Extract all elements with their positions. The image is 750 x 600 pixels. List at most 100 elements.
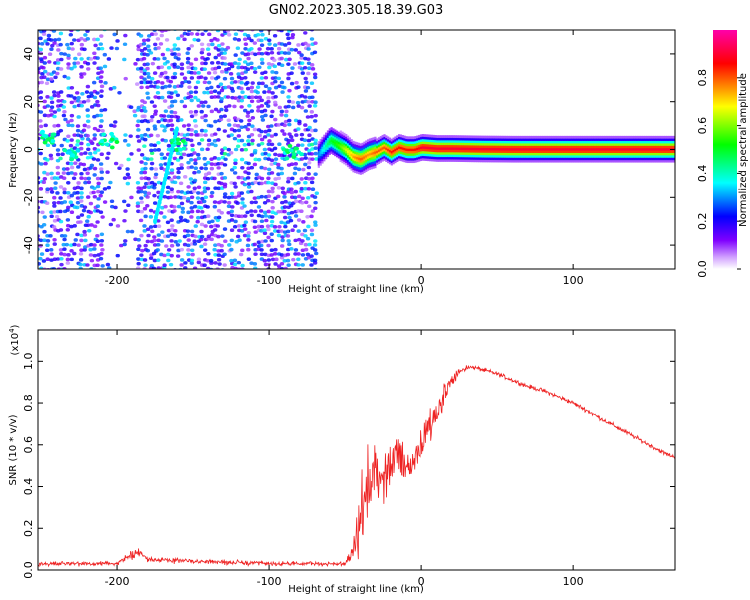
signal-cell [549, 143, 552, 146]
spectrogram-cell [226, 200, 232, 205]
signal-cell [414, 152, 417, 156]
spectrogram-cell [39, 80, 44, 85]
signal-cell [662, 135, 665, 139]
signal-cell [626, 138, 629, 142]
signal-cell [523, 154, 527, 158]
spectrogram-cell [206, 138, 212, 143]
spectrogram-cell [185, 51, 190, 56]
signal-cell [401, 158, 404, 162]
spectrogram-cell [209, 157, 214, 161]
spectrogram-cell [152, 185, 157, 190]
spectrogram-cell [212, 95, 218, 99]
signal-cell [337, 138, 341, 142]
signal-cell [540, 159, 543, 163]
signal-cell [503, 138, 507, 141]
signal-cell [414, 145, 417, 149]
spectrogram-cell [310, 176, 315, 181]
signal-cell [496, 150, 499, 153]
spectrogram-cell [83, 245, 88, 249]
signal-cell [423, 153, 426, 157]
signal-cell [352, 162, 355, 166]
signal-cell [580, 152, 583, 156]
signal-cell [633, 154, 636, 158]
y-tick-label: 0 [22, 146, 35, 153]
signal-cell [432, 151, 435, 155]
spectrogram-cell [148, 133, 154, 138]
signal-cell [317, 141, 320, 144]
signal-cell [481, 152, 485, 156]
signal-cell [463, 137, 466, 141]
signal-cell [361, 169, 364, 172]
signal-cell [651, 159, 654, 163]
signal-cell [498, 142, 501, 146]
signal-cell [474, 142, 477, 146]
signal-cell [421, 153, 424, 156]
spectrogram-cell [222, 192, 228, 196]
signal-cell [472, 140, 476, 144]
signal-cell [673, 154, 675, 158]
spectrogram-cell [153, 172, 159, 177]
signal-cell [439, 144, 443, 148]
signal-cell [480, 154, 483, 158]
signal-cell [651, 135, 654, 139]
signal-cell [399, 134, 403, 138]
spectrogram-cell [169, 104, 175, 108]
signal-cell [509, 147, 512, 151]
spectrogram-cell [189, 215, 194, 219]
spectrogram-cell [282, 123, 287, 128]
signal-cell [372, 156, 375, 160]
signal-cell [478, 135, 481, 139]
spectrogram-cell [152, 71, 158, 75]
signal-cell [644, 157, 647, 161]
signal-cell [434, 139, 437, 143]
spectrogram-cell [69, 41, 74, 46]
signal-cell [525, 147, 528, 151]
signal-cell [359, 143, 362, 147]
signal-cell [452, 137, 455, 141]
signal-cell [501, 138, 505, 141]
spectrogram-cell [139, 160, 144, 164]
spectrogram-cell [267, 139, 272, 143]
signal-cell [323, 137, 326, 140]
spectrogram-cell [289, 210, 295, 215]
signal-cell [536, 157, 539, 161]
signal-cell [387, 146, 390, 149]
signal-cell [527, 147, 530, 151]
spectrogram-cell [86, 124, 91, 129]
signal-cell [529, 159, 532, 163]
spectrogram-cell [216, 84, 221, 89]
spectrogram-cell [153, 95, 158, 99]
signal-cell [571, 154, 574, 158]
signal-cell [429, 144, 432, 147]
signal-cell [379, 157, 382, 161]
spectrogram-cell [66, 253, 71, 257]
signal-cell [600, 145, 603, 149]
signal-cell [585, 150, 589, 154]
signal-cell [591, 150, 594, 154]
spectrogram-cell [149, 148, 154, 153]
signal-cell [381, 134, 384, 138]
signal-cell [669, 157, 673, 161]
spectrogram-cell [293, 166, 298, 171]
spectrogram-cell [178, 215, 184, 220]
signal-cell [560, 159, 563, 163]
patch-cell [287, 143, 293, 148]
signal-cell [356, 154, 359, 157]
spectrogram-cell [152, 143, 158, 148]
signal-cell [341, 150, 344, 154]
spectrogram-cell [253, 180, 258, 185]
signal-cell [348, 142, 351, 145]
signal-cell [666, 145, 669, 149]
spectrogram-cell [313, 141, 318, 146]
signal-cell [441, 151, 445, 155]
spectrogram-cell [55, 58, 61, 62]
signal-cell [458, 137, 461, 141]
spectrogram-cell [196, 38, 201, 42]
spectrogram-cell [262, 108, 268, 113]
spectrogram-cell [205, 90, 211, 95]
signal-cell [529, 157, 532, 161]
signal-cell [463, 152, 466, 155]
spectrogram-cell [246, 234, 251, 238]
spectrogram-cell [102, 52, 108, 57]
signal-cell [626, 154, 629, 158]
